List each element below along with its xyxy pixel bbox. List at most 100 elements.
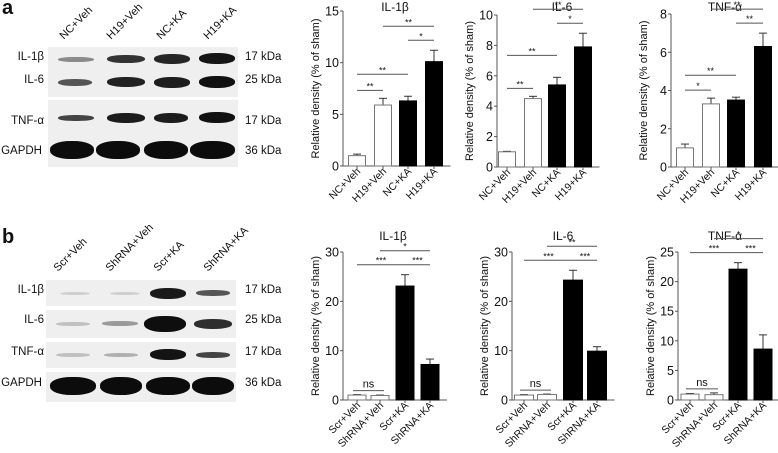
significance-label: *** [580, 251, 591, 261]
kda-label: 25 kDa [245, 74, 282, 86]
band [107, 77, 145, 87]
y-tick-label: 10 [494, 344, 508, 358]
band [58, 115, 94, 121]
y-axis-label: Relative density (% of sham) [464, 21, 476, 161]
blot-label-il1b: IL-1β [17, 51, 44, 63]
y-tick-label: 0 [332, 394, 339, 408]
significance-label: ns [696, 377, 708, 389]
y-tick-label: 0 [486, 161, 493, 175]
y-tick-label: 5 [667, 364, 674, 378]
blot-label-gapdh: GAPDH [1, 377, 42, 389]
significance-label: ** [554, 0, 562, 10]
band [154, 77, 190, 88]
significance-label: ** [733, 0, 741, 10]
blot-strip-il6 [48, 69, 238, 97]
significance-label: *** [745, 244, 756, 254]
panel-a-letter: a [2, 0, 14, 19]
band [102, 321, 138, 326]
y-tick-label: 10 [660, 334, 674, 348]
bar [680, 393, 700, 401]
y-tick-label: 2 [660, 122, 667, 136]
band [144, 141, 188, 159]
y-tick-label: 0 [501, 394, 508, 408]
significance-label: ** [568, 237, 576, 247]
band [110, 292, 140, 295]
y-tick-label: 0 [332, 160, 339, 174]
significance-label: * [696, 81, 700, 91]
band [104, 353, 138, 357]
band [196, 352, 230, 358]
y-tick-label: 15 [660, 305, 674, 319]
significance-label: * [419, 31, 423, 41]
y-axis-label: Relative density (% of sham) [638, 21, 650, 161]
y-tick-label: 0 [660, 161, 667, 175]
y-tick-label: 8 [486, 39, 493, 53]
significance-label: ns [530, 378, 542, 390]
blot-strip-gapdh [48, 133, 238, 167]
blot-strip-tnfa [46, 342, 236, 368]
y-axis-label: Relative density (% of sham) [310, 256, 322, 396]
band [154, 113, 188, 123]
y-tick-label: 6 [486, 69, 493, 83]
significance-label: * [737, 230, 741, 240]
significance-label: * [403, 242, 407, 252]
chart-title: TNF-α [708, 0, 742, 14]
y-axis-label: Relative density (% of sham) [479, 256, 491, 396]
band [190, 141, 235, 159]
band [107, 55, 145, 63]
band [146, 377, 190, 395]
y-tick-label: 10 [325, 344, 339, 358]
y-tick-label: 30 [494, 246, 508, 260]
significance-label: ** [516, 79, 524, 89]
kda-label: 17 kDa [245, 51, 282, 63]
blot-strip-il1b [46, 280, 236, 306]
band [107, 113, 145, 123]
significance-label: ** [379, 65, 387, 75]
band [199, 76, 235, 88]
band [199, 53, 235, 64]
y-tick-label: 20 [325, 295, 339, 309]
band [60, 292, 90, 295]
chart-title: IL-6 [553, 229, 574, 243]
band [50, 377, 96, 395]
significance-label: ** [746, 14, 754, 24]
blot-label-tnfa: TNF-α [11, 346, 44, 358]
y-tick-label: 5 [332, 108, 339, 122]
y-axis-label: Relative density (% of sham) [310, 19, 322, 159]
blot-label-il6: IL-6 [24, 314, 44, 326]
chart-title: TNF-α [708, 229, 742, 243]
y-tick-label: 2 [486, 130, 493, 144]
band [192, 377, 234, 395]
band [58, 79, 92, 86]
band [100, 377, 142, 395]
band [58, 57, 94, 62]
y-tick-label: 8 [660, 8, 667, 22]
significance-label: ** [405, 17, 413, 27]
band [56, 322, 90, 326]
bar [728, 268, 748, 401]
y-tick-label: 4 [660, 84, 667, 98]
band [196, 290, 230, 296]
kda-label: 17 kDa [245, 284, 282, 296]
significance-label: ** [528, 46, 536, 56]
y-tick-label: 10 [325, 56, 339, 70]
band [96, 141, 140, 159]
band [150, 288, 186, 299]
y-tick-label: 10 [479, 9, 493, 23]
blot-label-il6: IL-6 [24, 74, 44, 86]
kda-label: 25 kDa [245, 314, 282, 326]
kda-label: 36 kDa [245, 145, 282, 157]
y-tick-label: 6 [660, 46, 667, 60]
band [199, 112, 235, 123]
chart-title: IL-1β [379, 229, 407, 243]
significance-label: ** [366, 81, 374, 91]
chart-title: IL-1β [381, 0, 409, 14]
significance-label: *** [543, 251, 554, 261]
significance-label: *** [709, 244, 720, 254]
y-tick-label: 0 [667, 394, 674, 408]
